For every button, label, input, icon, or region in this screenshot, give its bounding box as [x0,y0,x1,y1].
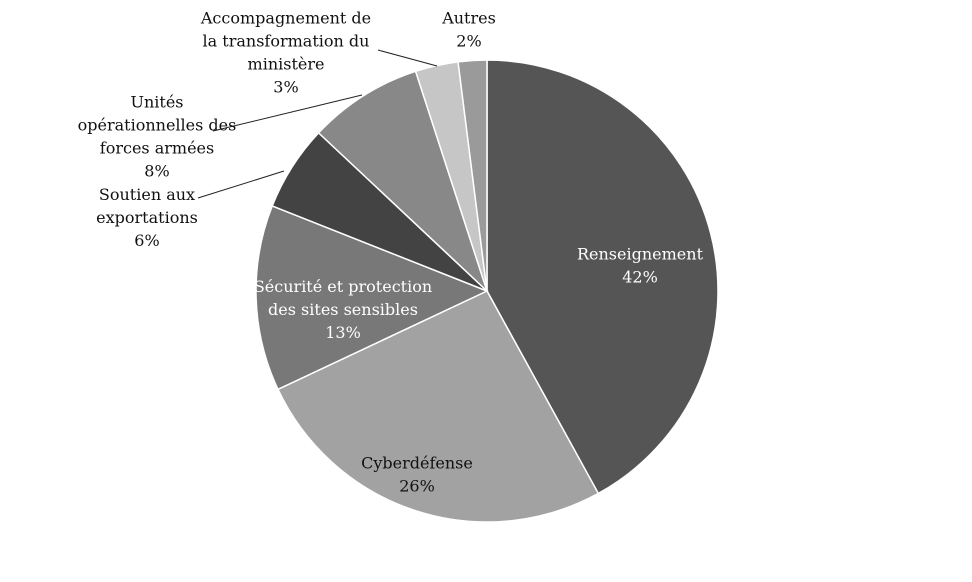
slice-value-label: 2% [456,32,481,51]
slice-name-line: exportations [96,208,198,227]
slice-name-line: Sécurité et protection [254,277,432,296]
slice-name-line: Autres [441,9,496,28]
slice-value-label: 26% [399,477,435,496]
leader-line-3 [197,170,285,199]
slice-label-1: Cyberdéfense 26% [361,454,473,496]
slice-labels: Renseignement 42% Cyberdéfense 26% Sécurité … [78,9,704,496]
slice-value-label: 42% [622,268,658,287]
pie-slice-6 [457,59,488,292]
slice-name-line: ministère [248,55,325,74]
pie-slice-2 [255,204,489,391]
leader-lines [197,49,438,199]
slice-name-line: des sites sensibles [268,300,418,319]
slice-value-label: 13% [325,323,361,342]
slice-name-line: Accompagnement de [200,9,371,28]
slice-name-line: Cyberdéfense [361,454,473,473]
slice-name-line: la transformation du [203,32,370,51]
pie-slice-4 [317,70,488,292]
slice-label-6: Autres 2% [441,9,496,51]
pie-slice-0 [486,59,719,495]
leader-line-4 [212,94,363,132]
leader-line-5 [377,49,438,67]
slice-name-line: Renseignement [577,245,704,264]
slice-name-line: Soutien aux [99,185,195,204]
slice-name-line: Unités [130,93,183,112]
slice-label-4: Unités opérationnelles des forces armées 8% [78,93,237,181]
slice-value-label: 6% [134,231,159,250]
pie-slice-1 [276,290,600,523]
slice-label-5: Accompagnement de la transformation du min… [200,9,371,97]
slice-value-label: 3% [273,78,298,97]
slice-label-3: Soutien aux exportations 6% [96,185,198,250]
slice-label-2: Sécurité et protection des sites sensible… [254,277,432,342]
slice-name-line: forces armées [100,139,214,158]
slice-value-label: 8% [144,162,169,181]
slice-name-line: opérationnelles des [78,116,237,135]
slice-label-0: Renseignement 42% [577,245,704,287]
